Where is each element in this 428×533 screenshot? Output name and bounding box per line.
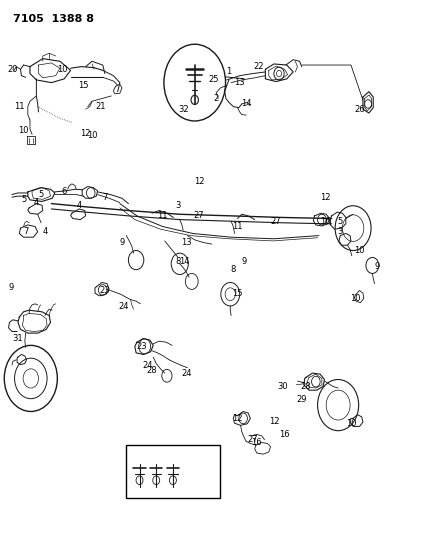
Text: 20: 20 bbox=[8, 65, 18, 74]
Text: 5: 5 bbox=[338, 217, 343, 225]
Text: 5: 5 bbox=[38, 190, 43, 199]
Text: 26: 26 bbox=[354, 105, 365, 114]
Text: 12: 12 bbox=[232, 414, 243, 423]
Text: 23: 23 bbox=[100, 286, 110, 295]
Text: 23: 23 bbox=[136, 342, 146, 351]
Text: 16: 16 bbox=[279, 430, 290, 439]
Text: 11: 11 bbox=[158, 212, 168, 220]
Text: 8: 8 bbox=[175, 257, 180, 265]
Text: 13: 13 bbox=[181, 238, 191, 247]
Text: 11: 11 bbox=[14, 102, 24, 111]
Text: 8: 8 bbox=[231, 265, 236, 273]
Text: 16: 16 bbox=[320, 217, 330, 225]
Text: 1: 1 bbox=[226, 68, 232, 76]
Text: 12: 12 bbox=[194, 177, 204, 185]
Text: 12: 12 bbox=[80, 129, 91, 138]
Text: 13: 13 bbox=[235, 78, 245, 87]
Text: 31: 31 bbox=[12, 334, 22, 343]
Text: 12: 12 bbox=[269, 417, 279, 425]
Text: 30: 30 bbox=[277, 382, 288, 391]
Text: 5: 5 bbox=[21, 196, 26, 204]
Text: 27: 27 bbox=[247, 435, 258, 444]
Text: 3: 3 bbox=[338, 228, 343, 236]
Text: 10: 10 bbox=[346, 419, 356, 428]
Text: 10: 10 bbox=[350, 294, 360, 303]
Bar bbox=[126, 445, 220, 498]
Text: 22: 22 bbox=[254, 62, 264, 71]
Text: 19: 19 bbox=[167, 459, 177, 468]
Text: 7: 7 bbox=[23, 228, 28, 236]
Text: 9: 9 bbox=[119, 238, 125, 247]
Text: 4: 4 bbox=[42, 228, 48, 236]
Text: 18: 18 bbox=[150, 459, 160, 468]
Text: 15: 15 bbox=[78, 81, 89, 90]
Text: 4: 4 bbox=[34, 198, 39, 207]
Text: 25: 25 bbox=[209, 76, 219, 84]
Text: 12: 12 bbox=[320, 193, 330, 201]
Text: 3: 3 bbox=[175, 201, 180, 209]
Text: 10: 10 bbox=[87, 132, 97, 140]
Text: 7105  1388 8: 7105 1388 8 bbox=[13, 14, 94, 24]
Text: 24: 24 bbox=[143, 361, 153, 369]
Text: 16: 16 bbox=[252, 438, 262, 447]
Text: 4: 4 bbox=[77, 201, 82, 209]
Text: 27: 27 bbox=[271, 217, 281, 225]
Text: 21: 21 bbox=[95, 102, 106, 111]
Text: 29: 29 bbox=[297, 395, 307, 404]
Text: 9: 9 bbox=[241, 257, 247, 265]
Text: 2: 2 bbox=[214, 94, 219, 103]
Text: 11: 11 bbox=[232, 222, 243, 231]
Text: 28: 28 bbox=[301, 382, 311, 391]
Text: 6: 6 bbox=[62, 188, 67, 196]
Text: 7: 7 bbox=[102, 193, 107, 201]
Text: 15: 15 bbox=[232, 289, 243, 297]
Text: 10: 10 bbox=[18, 126, 29, 135]
Text: 24: 24 bbox=[181, 369, 191, 377]
Text: 9: 9 bbox=[374, 262, 379, 271]
Text: 24: 24 bbox=[119, 302, 129, 311]
Text: 28: 28 bbox=[147, 366, 157, 375]
Text: 32: 32 bbox=[179, 105, 189, 114]
Text: 17: 17 bbox=[133, 459, 143, 468]
Text: 27: 27 bbox=[194, 212, 204, 220]
Text: 9: 9 bbox=[8, 284, 13, 292]
Text: 10: 10 bbox=[354, 246, 365, 255]
Text: 10: 10 bbox=[57, 65, 67, 74]
Text: 14: 14 bbox=[241, 100, 251, 108]
Text: 14: 14 bbox=[179, 257, 189, 265]
